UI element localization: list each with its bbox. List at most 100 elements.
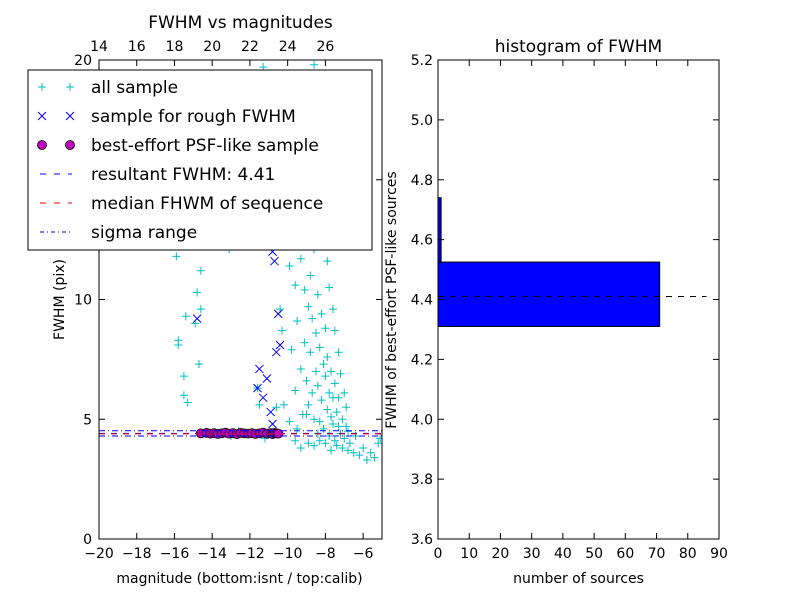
data-point (374, 439, 382, 448)
data-point (181, 312, 190, 321)
x-tick-label: 30 (523, 546, 541, 562)
y-tick-label: 20 (74, 53, 92, 69)
data-point (293, 424, 302, 433)
data-point (376, 434, 382, 443)
y-axis-label: FWHM of best-effort PSF-like sources (384, 171, 400, 428)
data-point (272, 403, 281, 412)
data-point (291, 281, 300, 290)
data-point (308, 388, 317, 397)
x-tick-label: −8 (315, 546, 336, 562)
data-point (344, 446, 353, 455)
chart-title: histogram of FWHM (495, 37, 662, 57)
data-point (255, 400, 264, 409)
top-x-tick-label: 18 (166, 39, 184, 55)
x-tick-label: 10 (460, 546, 478, 562)
data-point (345, 439, 354, 448)
data-point (304, 400, 313, 409)
data-point (355, 451, 364, 460)
legend-label: median FHWM of sequence (91, 194, 323, 214)
legend-marker (37, 140, 47, 150)
data-point (279, 400, 288, 409)
data-point (300, 285, 309, 294)
x-tick-label: −12 (235, 546, 265, 562)
data-point (287, 345, 296, 354)
x-tick-label: −14 (197, 546, 227, 562)
legend-box (27, 69, 373, 251)
x-tick-label: −18 (122, 546, 152, 562)
y-tick-label: 5.2 (411, 53, 433, 69)
data-point (321, 324, 330, 333)
x-tick-label: −16 (160, 546, 190, 562)
data-point (285, 261, 294, 270)
data-point (271, 347, 281, 357)
top-x-tick-label: 26 (316, 39, 334, 55)
data-point (311, 367, 320, 376)
data-point (323, 405, 332, 414)
data-point (304, 439, 313, 448)
data-point (319, 360, 328, 369)
y-tick-label: 4.8 (411, 173, 433, 189)
y-tick-label: 4.0 (411, 412, 433, 428)
data-point (359, 443, 368, 452)
legend: all sample sample for rough FWHM best-effo… (27, 69, 373, 251)
data-point (334, 348, 343, 357)
data-point (362, 455, 371, 464)
data-point (321, 372, 330, 381)
data-point (327, 367, 336, 376)
data-point (336, 369, 345, 378)
data-point (327, 446, 336, 455)
data-point (179, 372, 188, 381)
legend-entry: median FHWM of sequence (40, 194, 323, 214)
data-point (323, 352, 332, 361)
data-point (302, 410, 311, 419)
data-point (253, 383, 262, 393)
data-point (315, 343, 324, 352)
data-point (306, 271, 315, 280)
data-point (304, 302, 313, 311)
y-tick-label: 5 (83, 412, 92, 428)
y-tick-label: 4.2 (411, 352, 433, 368)
top-x-tick-label: 14 (90, 39, 108, 55)
x-tick-label: 50 (585, 546, 603, 562)
data-point (319, 424, 328, 433)
x-tick-label: 20 (492, 546, 510, 562)
data-point (302, 376, 311, 385)
data-point (338, 443, 347, 452)
data-point (332, 441, 341, 450)
data-point (291, 386, 300, 395)
data-point (311, 329, 320, 338)
legend-label: sample for rough FWHM (91, 107, 296, 127)
legend-label: best-effort PSF-like sample (91, 136, 319, 156)
legend-label: sigma range (91, 223, 197, 243)
fwhm-histogram-chart: 0 10 20 30 40 50 60 70 80 90 3.6 3.8 4.0 4.2 4.4 4.6 4.8… (384, 37, 728, 587)
y-tick-label: 4.4 (411, 293, 433, 309)
data-point (296, 364, 305, 373)
data-point (293, 317, 302, 326)
data-point (285, 417, 294, 426)
legend-entry: sigma range (40, 223, 197, 243)
legend-entry: best-effort PSF-like sample (37, 136, 319, 156)
data-point (328, 305, 337, 314)
y-tick-label: 3.6 (411, 532, 433, 548)
x-tick-label: −20 (84, 546, 114, 562)
y-tick-label: 3.8 (411, 472, 433, 488)
top-x-tick-label: 20 (203, 39, 221, 55)
data-point (330, 326, 339, 335)
data-point (321, 439, 330, 448)
data-point (334, 422, 343, 431)
data-point (306, 348, 315, 357)
data-point (275, 340, 285, 350)
legend-label: resultant FWHM: 4.41 (91, 165, 275, 185)
data-point (315, 417, 324, 426)
data-point (310, 415, 319, 424)
data-point (291, 436, 300, 445)
x-axis-label: magnitude (bottom:isnt / top:calib) (116, 571, 362, 587)
data-point (332, 408, 341, 417)
data-point (258, 393, 268, 403)
data-point (342, 403, 351, 412)
top-x-tick-label: 22 (241, 39, 259, 55)
data-point (255, 364, 264, 374)
data-point (296, 254, 305, 263)
legend-entry: all sample (38, 78, 178, 98)
